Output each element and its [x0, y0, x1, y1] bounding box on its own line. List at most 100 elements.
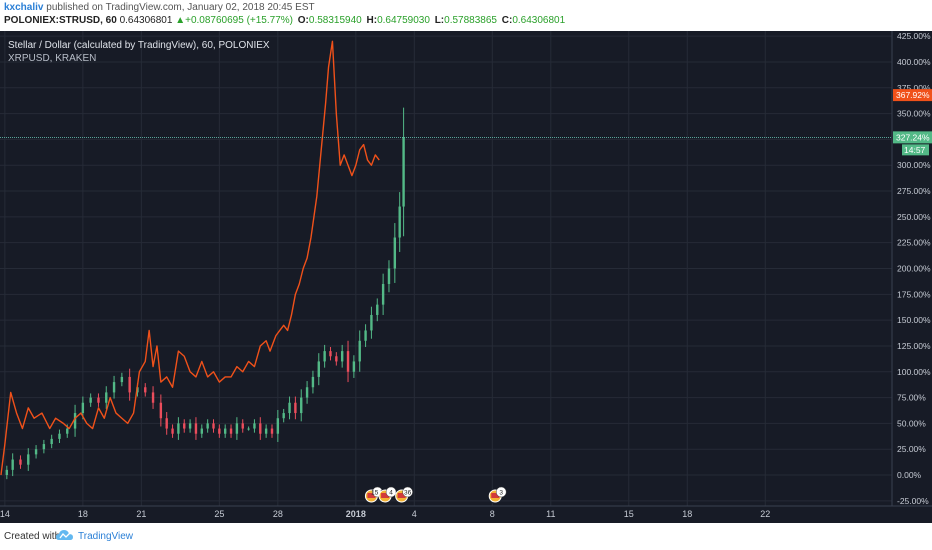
close-label: C:	[501, 15, 513, 26]
str-candle	[42, 444, 46, 450]
str-candle	[305, 387, 309, 398]
x-tick-label: 14	[0, 509, 10, 519]
created-with-text: Created with	[4, 531, 61, 542]
x-tick-label: 15	[624, 509, 634, 519]
str-candle	[247, 428, 250, 430]
str-candle	[27, 454, 30, 465]
str-candle	[346, 351, 350, 372]
str-candle	[128, 376, 131, 393]
y-tick-label: 175.00%	[897, 289, 931, 299]
str-candle	[300, 397, 303, 414]
str-candle	[241, 423, 244, 429]
price-change: +0.08760695 (+15.77%)	[185, 15, 293, 26]
event-marker: 36	[395, 486, 413, 503]
str-candle	[200, 428, 203, 434]
open-label: O:	[297, 15, 309, 26]
y-tick-label: 400.00%	[897, 57, 931, 67]
flag-stripe	[367, 493, 376, 498]
str-candle	[212, 423, 215, 429]
str-candle	[370, 314, 373, 331]
str-candle	[19, 459, 22, 465]
x-tick-label: 18	[682, 509, 692, 519]
str-candle	[402, 137, 405, 207]
str-candle	[120, 376, 124, 383]
str-candle	[288, 402, 291, 414]
str-price-label-text: 327.24%	[896, 132, 930, 142]
str-candle	[335, 356, 338, 362]
published-text: published on TradingView.com, January 02…	[46, 2, 315, 13]
low-label: L:	[434, 15, 445, 26]
y-tick-label: 100.00%	[897, 367, 931, 377]
chart-canvas[interactable]: -25.00% 0.00% 25.00% 50.00% 75.00% 100.00% 125…	[0, 31, 932, 523]
y-tick-label: 375.00%	[897, 83, 931, 93]
x-tick-label: 8	[490, 509, 495, 519]
open-value: 0.58315940	[308, 15, 362, 26]
x-tick-label: 2018	[346, 509, 366, 519]
chart-panel[interactable]: -25.00% 0.00% 25.00% 50.00% 75.00% 100.00% 125…	[0, 31, 932, 523]
last-price: 0.64306801	[119, 15, 173, 26]
low-value: 0.57883865	[444, 15, 497, 26]
y-tick-label: 350.00%	[897, 109, 931, 119]
str-candle	[264, 428, 268, 434]
xrp-price-label-text: 367.92%	[896, 90, 930, 100]
up-arrow-icon: ▲	[175, 15, 186, 26]
countdown-text: 14:57	[904, 145, 926, 155]
y-tick-label: 25.00%	[897, 444, 926, 454]
xrp-price-label-box	[893, 89, 932, 102]
str-candle	[329, 351, 332, 357]
str-price-label: 327.24%	[893, 131, 932, 144]
str-candle	[194, 423, 198, 434]
publish-info: kxchaliv published on TradingView.com, J…	[4, 2, 315, 13]
y-tick-label: 0.00%	[897, 470, 922, 480]
event-count: 15.3	[371, 490, 384, 497]
tradingview-brand[interactable]: TradingView	[78, 531, 134, 542]
legend-main-series: Stellar / Dollar (calculated by TradingV…	[8, 40, 270, 51]
y-tick-label: 275.00%	[897, 186, 931, 196]
str-candle	[144, 387, 147, 393]
flag-stripe	[381, 493, 390, 498]
str-candle	[206, 423, 209, 429]
str-candle	[387, 268, 391, 284]
event-count: 36	[404, 490, 412, 497]
str-candle	[282, 413, 285, 419]
str-candle	[253, 423, 256, 429]
x-tick-label: 4	[412, 509, 417, 519]
str-candle	[165, 418, 168, 429]
str-candle	[11, 459, 14, 470]
y-tick-label: 50.00%	[897, 418, 926, 428]
str-candle	[352, 361, 356, 372]
str-candle	[151, 392, 155, 403]
x-tick-label: 21	[136, 509, 146, 519]
x-tick-label: 25	[214, 509, 224, 519]
ohlc-line: POLONIEX:STRUSD, 60 0.64306801 ▲+0.08760…	[4, 15, 565, 26]
str-candle	[50, 438, 53, 445]
y-tick-label: 425.00%	[897, 31, 931, 41]
footer: Created with TradingView	[0, 523, 932, 550]
event-count-bubble	[402, 486, 413, 498]
str-candle	[188, 423, 192, 429]
y-tick-label: 150.00%	[897, 315, 931, 325]
tradingview-cloud-icon	[56, 530, 73, 540]
str-candle	[105, 392, 108, 403]
y-tick-label: 225.00%	[897, 238, 931, 248]
x-tick-label: 22	[760, 509, 770, 519]
author-name[interactable]: kxchaliv	[4, 2, 44, 13]
y-tick-label: 200.00%	[897, 264, 931, 274]
str-candle	[34, 449, 38, 455]
str-candle	[235, 423, 239, 434]
str-price-label-box	[893, 131, 932, 144]
str-candle	[376, 304, 379, 315]
event-marker: 4	[378, 486, 397, 503]
str-candle	[73, 413, 77, 429]
y-tick-label: 125.00%	[897, 341, 931, 351]
flag-stripe	[491, 493, 500, 498]
flag-stripe	[397, 493, 406, 498]
str-candle	[81, 402, 85, 414]
str-candle	[317, 361, 320, 377]
xrp-series-line	[0, 40, 380, 476]
countdown-box	[902, 144, 929, 156]
str-candle	[5, 469, 9, 476]
high-value: 0.64759030	[377, 15, 430, 26]
x-tick-label: 28	[273, 509, 283, 519]
symbol-interval: POLONIEX:STRUSD, 60	[4, 15, 117, 26]
